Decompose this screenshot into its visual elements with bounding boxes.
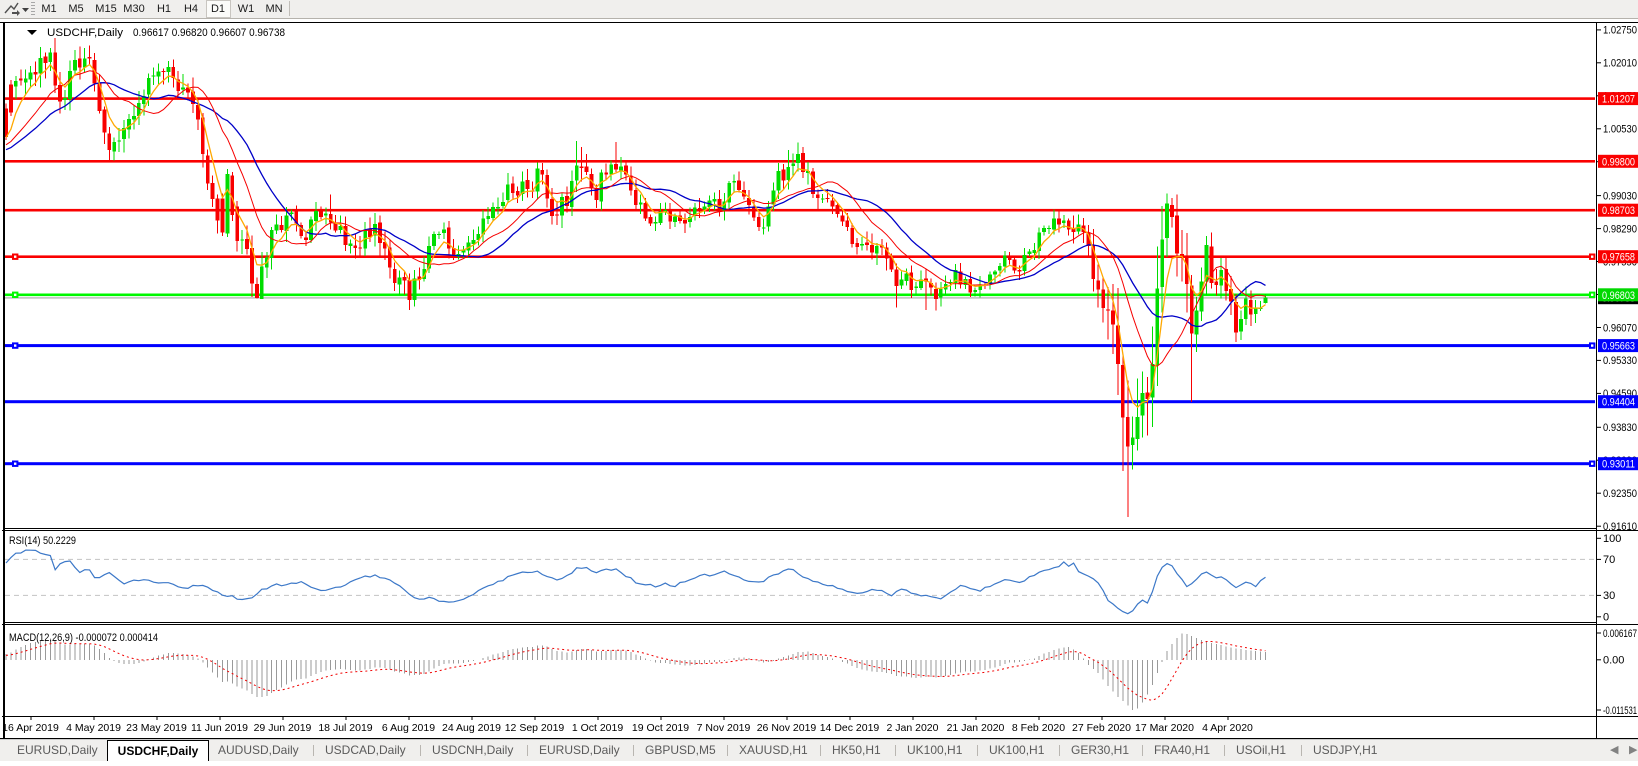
- svg-text:0.96803: 0.96803: [1602, 290, 1635, 302]
- svg-text:29 Jun 2019: 29 Jun 2019: [254, 722, 312, 734]
- svg-text:8 Feb 2020: 8 Feb 2020: [1012, 722, 1065, 734]
- svg-text:6 Aug 2019: 6 Aug 2019: [382, 722, 435, 734]
- svg-text:70: 70: [1603, 554, 1615, 566]
- svg-text:-0.011531: -0.011531: [1603, 705, 1637, 717]
- svg-text:0.93011: 0.93011: [1602, 459, 1635, 471]
- svg-text:2 Jan 2020: 2 Jan 2020: [887, 722, 939, 734]
- svg-text:USDCHF,Daily: USDCHF,Daily: [47, 27, 124, 39]
- svg-text:14 Dec 2019: 14 Dec 2019: [820, 722, 880, 734]
- svg-text:0.92350: 0.92350: [1603, 488, 1637, 500]
- svg-text:30: 30: [1603, 590, 1615, 602]
- svg-text:0.95663: 0.95663: [1602, 341, 1635, 353]
- svg-text:16 Apr 2019: 16 Apr 2019: [2, 722, 59, 734]
- svg-text:7 Nov 2019: 7 Nov 2019: [697, 722, 751, 734]
- svg-text:17 Mar 2020: 17 Mar 2020: [1135, 722, 1194, 734]
- svg-text:0.99030: 0.99030: [1603, 190, 1637, 202]
- svg-text:0.93830: 0.93830: [1603, 422, 1637, 434]
- svg-text:26 Nov 2019: 26 Nov 2019: [757, 722, 817, 734]
- svg-text:0.00: 0.00: [1603, 655, 1624, 667]
- svg-text:0.94404: 0.94404: [1602, 397, 1635, 409]
- svg-text:21 Jan 2020: 21 Jan 2020: [947, 722, 1005, 734]
- svg-text:12 Sep 2019: 12 Sep 2019: [505, 722, 565, 734]
- svg-text:19 Oct 2019: 19 Oct 2019: [632, 722, 689, 734]
- svg-text:24 Aug 2019: 24 Aug 2019: [442, 722, 501, 734]
- svg-text:0.91610: 0.91610: [1603, 521, 1637, 533]
- svg-text:27 Feb 2020: 27 Feb 2020: [1072, 722, 1131, 734]
- svg-text:0.96617 0.96820 0.96607 0.9673: 0.96617 0.96820 0.96607 0.96738: [133, 27, 285, 39]
- svg-text:0.97658: 0.97658: [1602, 252, 1635, 264]
- svg-text:0.96070: 0.96070: [1603, 322, 1637, 334]
- svg-text:18 Jul 2019: 18 Jul 2019: [318, 722, 372, 734]
- svg-text:0: 0: [1603, 612, 1609, 624]
- svg-text:4 Apr 2020: 4 Apr 2020: [1202, 722, 1253, 734]
- svg-text:0.98290: 0.98290: [1603, 223, 1637, 235]
- svg-text:11 Jun 2019: 11 Jun 2019: [191, 722, 248, 734]
- svg-text:0.95330: 0.95330: [1603, 355, 1637, 367]
- svg-text:1 Oct 2019: 1 Oct 2019: [572, 722, 624, 734]
- svg-text:1.01207: 1.01207: [1602, 94, 1635, 106]
- svg-text:RSI(14) 50.2229: RSI(14) 50.2229: [9, 535, 76, 547]
- svg-text:0.99800: 0.99800: [1602, 156, 1635, 168]
- svg-text:23 May 2019: 23 May 2019: [126, 722, 187, 734]
- svg-text:100: 100: [1603, 533, 1621, 545]
- svg-text:0.98703: 0.98703: [1602, 205, 1635, 217]
- svg-text:0.006167: 0.006167: [1603, 628, 1637, 640]
- svg-text:4 May 2019: 4 May 2019: [66, 722, 121, 734]
- svg-text:1.02750: 1.02750: [1603, 25, 1637, 37]
- svg-text:MACD(12,26,9) -0.000072 0.0004: MACD(12,26,9) -0.000072 0.000414: [9, 632, 158, 644]
- svg-text:1.02010: 1.02010: [1603, 58, 1637, 70]
- svg-text:1.00530: 1.00530: [1603, 124, 1637, 136]
